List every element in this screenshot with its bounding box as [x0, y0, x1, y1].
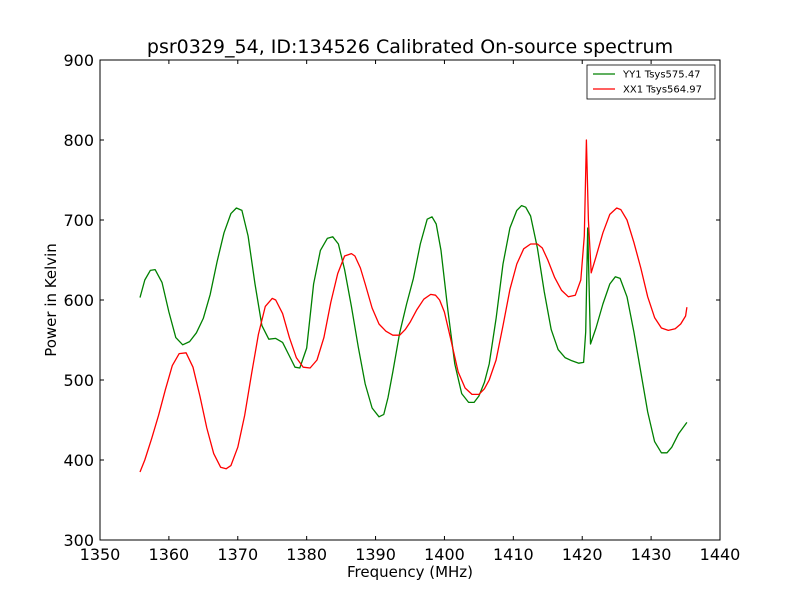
x-tick-label: 1390: [355, 545, 396, 564]
y-tick-label: 300: [63, 531, 94, 550]
series-line-yy1: [139, 204, 688, 454]
x-tick-label: 1440: [700, 545, 741, 564]
y-tick-label: 700: [63, 211, 94, 230]
legend: YY1 Tsys575.47 XX1 Tsys564.97: [586, 64, 716, 100]
x-tick-label: 1360: [149, 545, 190, 564]
legend-box: [586, 64, 716, 100]
x-axis-label: Frequency (MHz): [347, 563, 473, 581]
y-tick-label: 600: [63, 291, 94, 310]
x-tick-label: 1430: [631, 545, 672, 564]
y-axis-label: Power in Kelvin: [42, 243, 60, 357]
x-tick-label: 1370: [217, 545, 258, 564]
x-tick-label: 1400: [424, 545, 465, 564]
legend-label-yy1: YY1 Tsys575.47: [622, 70, 701, 81]
y-tick-label: 500: [63, 371, 94, 390]
y-tick-label: 800: [63, 131, 94, 150]
x-tick-label: 1410: [493, 545, 534, 564]
y-tick-label: 900: [63, 51, 94, 70]
series-line-xx1: [139, 139, 688, 473]
ticks-layer: 1350 1360 1370 1380 1390 1400 1410 1420 1430 1440…: [63, 51, 740, 564]
x-tick-label: 1380: [286, 545, 327, 564]
series-layer: [139, 139, 688, 473]
plot-area: [100, 60, 720, 540]
legend-label-xx1: XX1 Tsys564.97: [623, 85, 702, 96]
x-tick-label: 1350: [80, 545, 121, 564]
chart-title: psr0329_54, ID:134526 Calibrated On-sour…: [147, 36, 673, 58]
y-tick-label: 400: [63, 451, 94, 470]
x-tick-label: 1420: [562, 545, 603, 564]
